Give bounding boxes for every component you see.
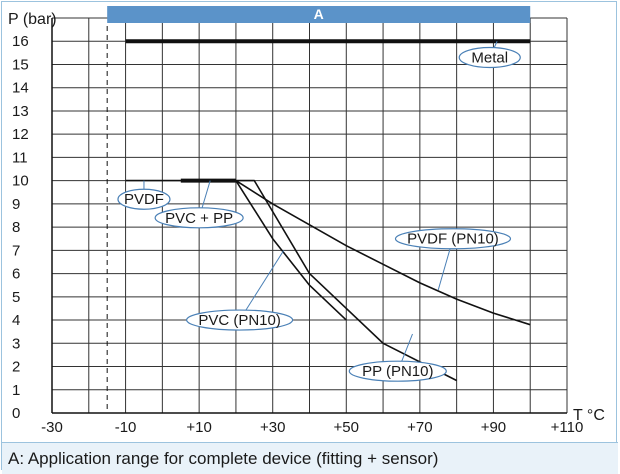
x-tick-label: +30 [260, 419, 285, 436]
callout-ellipse-pvdf-pn10- [394, 228, 512, 250]
callout-ellipse-pvc-pp [154, 207, 244, 229]
x-tick-label: +70 [407, 419, 432, 436]
x-tick-label: -30 [41, 419, 63, 436]
series-label-pvc-pn10-: PVC (PN10) [198, 312, 281, 329]
chart-svg: A-30 -10 +10 +30 +50 +70 +90 +11001234567891011… [8, 6, 605, 436]
y-tick-label: 1 [12, 382, 20, 399]
y-tick-label: 12 [12, 126, 29, 143]
series-label-pvdf-pn10-: PVDF (PN10) [407, 231, 499, 248]
x-tick-label: +10 [186, 419, 211, 436]
y-tick-label: 6 [12, 266, 20, 283]
callout-leader-pvc-pn10- [239, 250, 285, 321]
series-label-pvc-pp: PVC + PP [165, 210, 233, 227]
range-band-label: A [314, 6, 324, 22]
y-tick-label: 15 [12, 56, 29, 73]
y-tick-label: 8 [12, 219, 20, 236]
x-tick-label: +110 [551, 419, 584, 436]
x-tick-label: +90 [481, 419, 506, 436]
series-label-metal: Metal [471, 50, 508, 67]
y-tick-label: 10 [12, 173, 29, 190]
callout-ellipse-pp-pn10- [348, 360, 447, 382]
x-tick-label: +50 [334, 419, 359, 436]
callout-ellipse-metal [458, 46, 521, 69]
series-label-pp-pn10-: PP (PN10) [362, 363, 433, 380]
y-tick-label: 11 [12, 149, 28, 166]
y-tick-label: 7 [12, 242, 20, 259]
y-axis-title: P (bar) [8, 11, 57, 28]
x-axis-title: T °C [573, 407, 605, 424]
y-tick-label: 0 [12, 405, 20, 422]
y-tick-label: 16 [12, 33, 29, 50]
footnote-text: A: Application range for complete device… [8, 449, 439, 468]
y-tick-label: 5 [12, 289, 20, 306]
series-line-pvc-pn10- [235, 180, 347, 321]
footnote-band: A: Application range for complete device… [2, 442, 618, 474]
y-tick-label: 9 [12, 196, 20, 213]
callout-ellipse-pvc-pn10- [186, 309, 294, 331]
callout-ellipse-pvdf [117, 188, 171, 210]
y-tick-label: 3 [12, 335, 20, 352]
y-tick-label: 14 [12, 80, 29, 97]
y-tick-label: 13 [12, 103, 29, 120]
series-line-pp-pn10- [235, 179, 457, 382]
y-tick-label: 4 [12, 312, 20, 329]
y-tick-label: 2 [12, 359, 20, 376]
x-tick-label: -10 [115, 419, 137, 436]
range-band-a [107, 6, 531, 23]
series-line-pvdf-pn10- [235, 179, 531, 326]
series-label-pvdf: PVDF [124, 191, 164, 208]
